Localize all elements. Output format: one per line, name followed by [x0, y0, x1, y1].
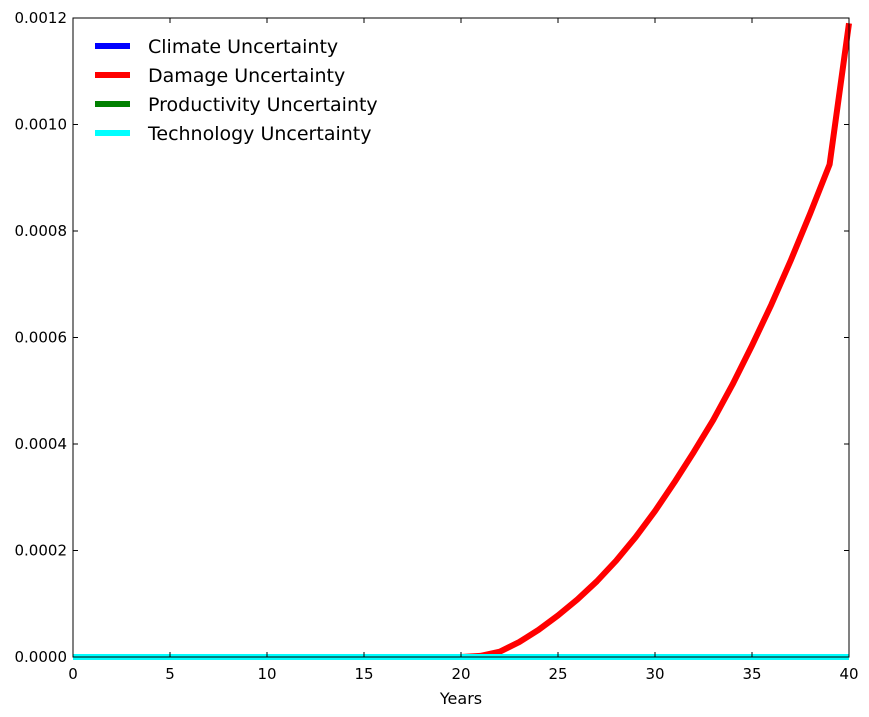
y-tick-label: 0.0010	[15, 116, 68, 134]
legend-label: Damage Uncertainty	[148, 65, 345, 87]
series-layer	[73, 22, 852, 660]
y-tick-label: 0.0012	[15, 9, 68, 27]
ticks-layer: 0 5 10 15 20 25 30 35 40 0.0000 0.0002 0.0004 0.0006…	[15, 9, 859, 683]
legend: Climate Uncertainty Damage Uncertainty Pro…	[95, 36, 378, 145]
y-tick-label: 0.0006	[15, 329, 68, 347]
x-axis-title: Years	[439, 689, 482, 708]
legend-label: Productivity Uncertainty	[148, 94, 378, 116]
x-tick-label: 15	[354, 665, 373, 683]
legend-label: Technology Uncertainty	[147, 123, 371, 145]
x-tick-label: 0	[68, 665, 78, 683]
x-tick-label: 5	[165, 665, 175, 683]
x-tick-label: 10	[257, 665, 276, 683]
x-tick-label: 25	[548, 665, 567, 683]
y-tick-label: 0.0008	[15, 222, 68, 240]
y-tick-label: 0.0002	[15, 542, 68, 560]
x-tick-label: 35	[742, 665, 761, 683]
x-tick-label: 30	[645, 665, 664, 683]
x-tick-label: 40	[839, 665, 858, 683]
x-tick-label: 20	[451, 665, 470, 683]
y-tick-label: 0.0004	[15, 435, 68, 453]
series-line-damage-uncertainty	[73, 22, 852, 660]
y-tick-label: 0.0000	[15, 648, 68, 666]
legend-label: Climate Uncertainty	[148, 36, 338, 58]
